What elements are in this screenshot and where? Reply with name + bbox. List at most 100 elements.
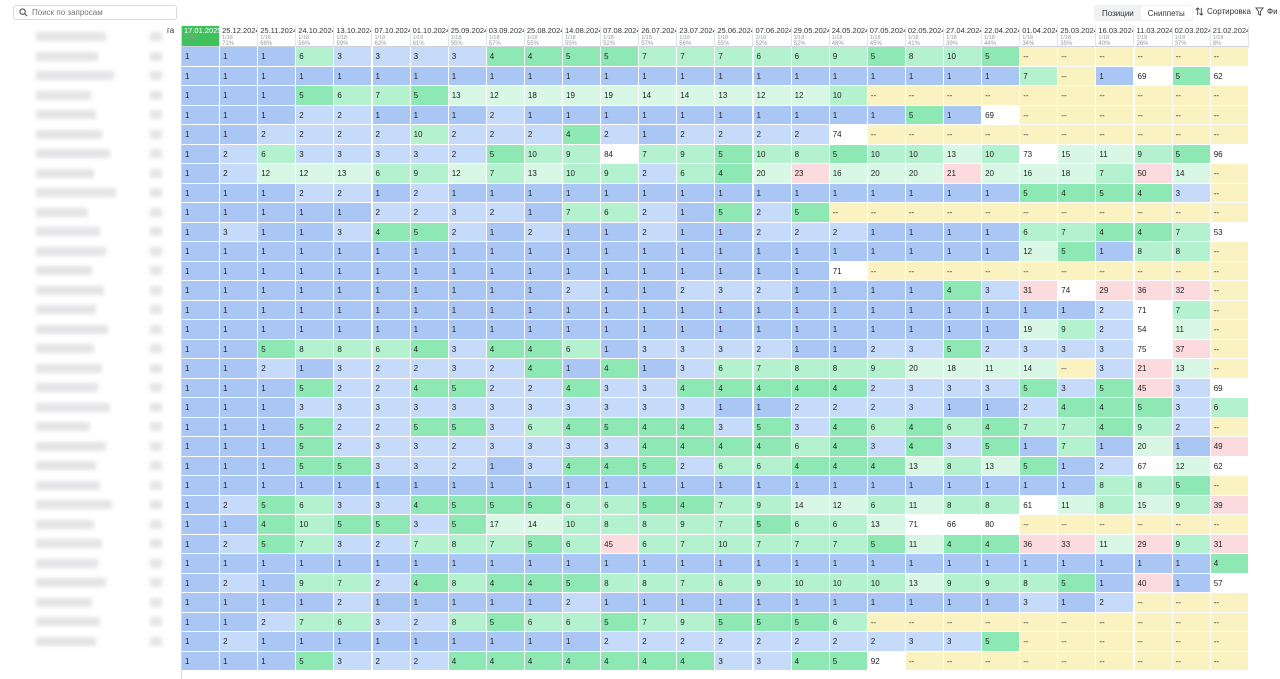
position-cell[interactable]: 1 <box>563 359 602 379</box>
position-cell[interactable]: 3 <box>372 456 411 476</box>
position-cell[interactable]: 36 <box>1134 281 1173 301</box>
position-cell[interactable]: 1 <box>410 593 449 613</box>
position-cell[interactable]: 2 <box>486 203 525 223</box>
position-cell[interactable]: 1 <box>715 105 754 125</box>
position-cell[interactable]: -- <box>1134 105 1173 125</box>
position-cell[interactable]: 1 <box>1172 437 1211 457</box>
position-cell[interactable]: 1 <box>182 281 221 301</box>
position-cell[interactable]: 6 <box>791 47 830 67</box>
position-cell[interactable]: 13 <box>715 86 754 106</box>
position-cell[interactable]: -- <box>867 261 906 281</box>
date-column-header[interactable]: 26.07.2024 1/18 57% <box>639 26 678 47</box>
position-cell[interactable]: 5 <box>715 612 754 632</box>
position-cell[interactable]: 1 <box>448 476 487 496</box>
position-cell[interactable]: 1 <box>601 183 640 203</box>
position-cell[interactable]: 3 <box>1172 398 1211 418</box>
position-cell[interactable]: 33 <box>1058 534 1097 554</box>
sort-button[interactable]: Сортировка <box>1195 7 1251 16</box>
position-cell[interactable]: 1 <box>296 222 335 242</box>
position-cell[interactable]: 3 <box>944 632 983 652</box>
position-cell[interactable]: 7 <box>296 534 335 554</box>
position-cell[interactable]: 1 <box>944 183 983 203</box>
position-cell[interactable]: 6 <box>334 612 373 632</box>
position-cell[interactable]: 1 <box>448 242 487 262</box>
position-cell[interactable]: 1 <box>372 281 411 301</box>
position-cell[interactable]: 1 <box>296 359 335 379</box>
position-cell[interactable]: 29 <box>1134 534 1173 554</box>
position-cell[interactable]: 1 <box>982 554 1021 574</box>
position-cell[interactable]: 1 <box>715 261 754 281</box>
position-cell[interactable]: -- <box>1210 359 1249 379</box>
position-cell[interactable]: 1 <box>448 105 487 125</box>
date-column-header[interactable]: 01.10.2024 1/18 61% <box>410 26 449 47</box>
position-cell[interactable]: 14 <box>791 495 830 515</box>
position-cell[interactable]: 1 <box>524 261 563 281</box>
position-cell[interactable]: 1 <box>715 242 754 262</box>
position-cell[interactable]: 2 <box>1096 320 1135 340</box>
position-cell[interactable]: 7 <box>715 495 754 515</box>
position-cell[interactable]: 7 <box>563 203 602 223</box>
position-cell[interactable]: 4 <box>524 573 563 593</box>
position-cell[interactable]: -- <box>944 261 983 281</box>
position-cell[interactable]: 5 <box>753 417 792 437</box>
position-cell[interactable]: 6 <box>715 573 754 593</box>
date-column-header[interactable]: 25.08.2024 1/18 55% <box>524 26 563 47</box>
position-cell[interactable]: -- <box>1172 86 1211 106</box>
position-cell[interactable]: 1 <box>486 593 525 613</box>
position-cell[interactable]: 2 <box>524 378 563 398</box>
date-column-header[interactable]: 29.05.2024 1/18 52% <box>791 26 830 47</box>
position-cell[interactable]: -- <box>1058 632 1097 652</box>
position-cell[interactable]: 4 <box>867 456 906 476</box>
position-cell[interactable]: -- <box>982 125 1021 145</box>
position-cell[interactable]: 1 <box>1058 593 1097 613</box>
position-cell[interactable]: 13 <box>1172 359 1211 379</box>
position-cell[interactable]: 2 <box>524 125 563 145</box>
position-cell[interactable]: -- <box>1210 47 1249 67</box>
date-column-header[interactable]: 21.02.2024 1/18 8% <box>1210 26 1249 47</box>
position-cell[interactable]: 1 <box>486 300 525 320</box>
position-cell[interactable]: 31 <box>1210 534 1249 554</box>
position-cell[interactable]: 1 <box>182 320 221 340</box>
position-cell[interactable]: 1 <box>715 222 754 242</box>
position-cell[interactable]: 1 <box>1172 554 1211 574</box>
position-cell[interactable]: -- <box>1058 105 1097 125</box>
position-cell[interactable]: 5 <box>296 378 335 398</box>
position-cell[interactable]: 1 <box>296 66 335 86</box>
position-cell[interactable]: 5 <box>867 47 906 67</box>
position-cell[interactable]: 4 <box>982 417 1021 437</box>
position-cell[interactable]: 5 <box>258 534 297 554</box>
position-cell[interactable]: -- <box>1210 281 1249 301</box>
position-cell[interactable]: 1 <box>944 398 983 418</box>
position-cell[interactable]: 9 <box>1058 320 1097 340</box>
position-cell[interactable]: 5 <box>334 456 373 476</box>
position-cell[interactable]: 5 <box>410 417 449 437</box>
position-cell[interactable]: -- <box>944 125 983 145</box>
position-cell[interactable]: 1 <box>334 476 373 496</box>
position-cell[interactable]: 2 <box>372 417 411 437</box>
position-cell[interactable]: 1 <box>829 242 868 262</box>
position-cell[interactable]: -- <box>1058 47 1097 67</box>
position-cell[interactable]: -- <box>944 203 983 223</box>
position-cell[interactable]: 5 <box>1172 66 1211 86</box>
position-cell[interactable]: 1 <box>867 554 906 574</box>
position-cell[interactable]: 1 <box>182 86 221 106</box>
position-cell[interactable]: 1 <box>677 261 716 281</box>
position-cell[interactable]: 74 <box>829 125 868 145</box>
position-cell[interactable]: 8 <box>1134 476 1173 496</box>
position-cell[interactable]: 1 <box>486 242 525 262</box>
position-cell[interactable]: 20 <box>982 164 1021 184</box>
position-cell[interactable]: 4 <box>372 222 411 242</box>
position-cell[interactable]: 7 <box>296 612 335 632</box>
position-cell[interactable]: 4 <box>410 495 449 515</box>
position-cell[interactable]: 1 <box>410 66 449 86</box>
position-cell[interactable]: 1 <box>220 47 259 67</box>
position-cell[interactable]: 4 <box>639 437 678 457</box>
position-cell[interactable]: -- <box>1210 105 1249 125</box>
position-cell[interactable]: 3 <box>982 378 1021 398</box>
position-cell[interactable]: 8 <box>1096 495 1135 515</box>
position-cell[interactable]: 11 <box>1172 320 1211 340</box>
position-cell[interactable]: 1 <box>220 86 259 106</box>
position-cell[interactable]: 5 <box>639 456 678 476</box>
position-cell[interactable]: 12 <box>1172 456 1211 476</box>
position-cell[interactable]: -- <box>905 125 944 145</box>
